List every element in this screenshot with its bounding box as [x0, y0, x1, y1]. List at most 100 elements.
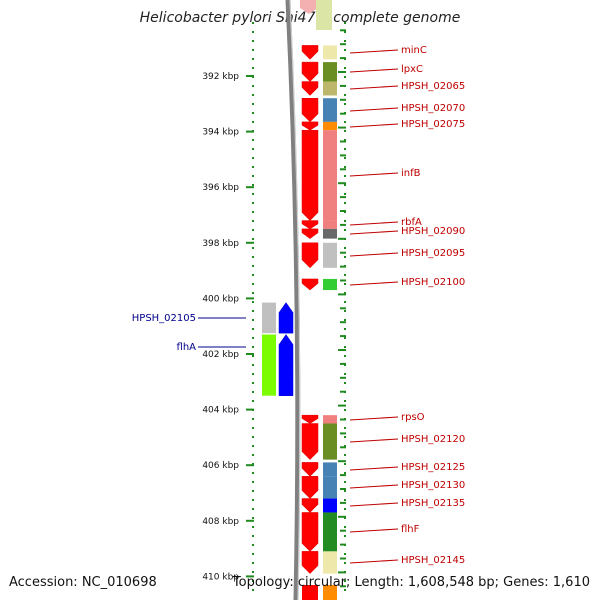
- gene-label[interactable]: infB: [401, 168, 421, 179]
- cog-bar: [323, 415, 337, 424]
- tick-label: 400 kbp: [202, 294, 239, 304]
- forward-strand-genes: [300, 0, 337, 600]
- gene-HPSH_02070[interactable]: [301, 97, 337, 123]
- gene-HPSH_02100[interactable]: [301, 278, 337, 291]
- gene-lpxC[interactable]: [301, 61, 337, 82]
- gene-arrow[interactable]: [301, 423, 319, 460]
- cog-bar: [323, 81, 337, 96]
- gene-HPSH_02090[interactable]: [301, 228, 337, 239]
- gene-flhF[interactable]: [301, 512, 337, 552]
- tick-label: 394 kbp: [202, 128, 239, 138]
- partial-cog-bottom: [323, 585, 337, 600]
- gene-label-leader: [349, 484, 399, 489]
- gene-arrow[interactable]: [278, 334, 294, 396]
- gene-HPSH_02120[interactable]: [301, 423, 337, 460]
- tick-label: 406 kbp: [202, 461, 239, 471]
- gene-HPSH_02095[interactable]: [301, 242, 337, 269]
- gene-label[interactable]: HPSH_02125: [401, 462, 465, 473]
- cog-bar: [323, 498, 337, 513]
- cog-bar: [323, 278, 337, 291]
- gene-HPSH_02135[interactable]: [301, 498, 337, 513]
- cog-bar: [323, 62, 337, 82]
- gene-arrow[interactable]: [301, 129, 319, 221]
- gene-rpsO[interactable]: [301, 414, 337, 424]
- cog-bar: [262, 334, 276, 396]
- cog-bar: [323, 130, 337, 221]
- partial-cog-top: [316, 0, 332, 30]
- gene-label[interactable]: rpsO: [401, 412, 425, 423]
- gene-label-leader: [349, 466, 399, 471]
- gene-arrow[interactable]: [301, 97, 319, 123]
- gene-arrow[interactable]: [301, 498, 319, 513]
- gene-arrow[interactable]: [301, 228, 319, 239]
- gene-label[interactable]: HPSH_02130: [401, 480, 465, 491]
- gene-label[interactable]: HPSH_02145: [401, 555, 465, 566]
- gene-label[interactable]: flhA: [177, 342, 197, 353]
- gene-label[interactable]: HPSH_02120: [401, 434, 465, 445]
- gene-arrow[interactable]: [278, 302, 294, 334]
- genome-summary-text: Topology: circular; Length: 1,608,548 bp…: [232, 575, 590, 590]
- tick-label: 408 kbp: [202, 517, 239, 527]
- gene-arrow[interactable]: [301, 220, 319, 230]
- gene-label[interactable]: HPSH_02075: [401, 119, 465, 130]
- gene-HPSH_02065[interactable]: [301, 81, 337, 96]
- gene-flhA[interactable]: [262, 334, 294, 396]
- gene-label-leader: [349, 123, 399, 128]
- cog-bar: [323, 228, 337, 239]
- gene-label-leader: [349, 416, 399, 421]
- gene-arrow[interactable]: [301, 278, 319, 291]
- gene-label-leader: [349, 502, 399, 507]
- gene-arrow[interactable]: [301, 242, 319, 269]
- gene-label[interactable]: HPSH_02070: [401, 103, 465, 114]
- gene-label-leader: [349, 85, 399, 90]
- gene-label[interactable]: rbfA: [401, 217, 422, 228]
- gene-label[interactable]: lpxC: [401, 64, 423, 75]
- reverse-strand-genes: [262, 302, 294, 396]
- gene-label[interactable]: flhF: [401, 524, 420, 535]
- gene-label-leader: [349, 221, 399, 226]
- partial-gene-top: [300, 0, 318, 14]
- gene-label-leader: [349, 252, 399, 257]
- gene-arrow[interactable]: [301, 121, 319, 131]
- gene-arrow[interactable]: [301, 512, 319, 552]
- cog-bar: [323, 423, 337, 460]
- cog-bar: [323, 551, 337, 574]
- gene-label-leader: [349, 528, 399, 533]
- gene-label-leader: [349, 559, 399, 564]
- gene-label[interactable]: HPSH_02090: [401, 226, 465, 237]
- gene-HPSH_02105[interactable]: [262, 302, 294, 334]
- cog-bar: [323, 242, 337, 268]
- gene-label-leader: [349, 49, 399, 54]
- gene-label[interactable]: HPSH_02105: [132, 313, 196, 324]
- gene-label[interactable]: minC: [401, 45, 427, 56]
- gene-arrow[interactable]: [301, 61, 319, 82]
- gene-label[interactable]: HPSH_02095: [401, 248, 465, 259]
- gene-arrow[interactable]: [301, 414, 319, 424]
- gene-label-leader: [349, 68, 399, 73]
- gene-infB[interactable]: [301, 129, 337, 221]
- gene-label[interactable]: HPSH_02065: [401, 81, 465, 92]
- tick-label: 396 kbp: [202, 183, 239, 193]
- gene-arrow[interactable]: [301, 462, 319, 477]
- cog-bar: [323, 462, 337, 477]
- gene-rbfA[interactable]: [301, 220, 337, 230]
- partial-gene-bottom: [302, 585, 318, 600]
- gene-arrow[interactable]: [301, 476, 319, 499]
- accession-text: Accession: NC_010698: [9, 575, 157, 590]
- tick-label: 392 kbp: [202, 72, 239, 82]
- gene-arrow[interactable]: [301, 551, 319, 574]
- gene-label[interactable]: HPSH_02100: [401, 277, 465, 288]
- gene-HPSH_02125[interactable]: [301, 462, 337, 477]
- gene-label-leader: [349, 281, 399, 286]
- gene-minC[interactable]: [301, 45, 337, 60]
- gene-label[interactable]: HPSH_02135: [401, 498, 465, 509]
- gene-label-leader: [349, 172, 399, 177]
- cog-bar: [323, 45, 337, 60]
- gene-arrow[interactable]: [301, 81, 319, 96]
- genome-backbone: [252, 0, 346, 600]
- gene-HPSH_02130[interactable]: [301, 476, 337, 499]
- gene-HPSH_02145[interactable]: [301, 551, 337, 574]
- gene-arrow[interactable]: [301, 45, 319, 60]
- tick-label: 404 kbp: [202, 406, 239, 416]
- gene-HPSH_02075[interactable]: [301, 121, 337, 131]
